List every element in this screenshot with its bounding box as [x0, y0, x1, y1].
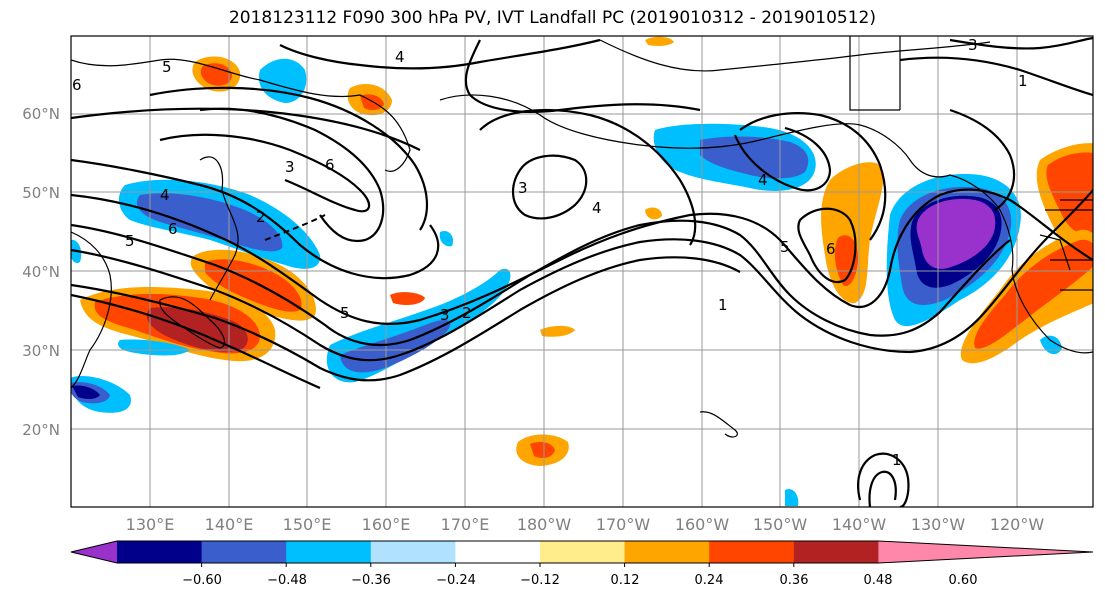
shade-region: [974, 239, 1093, 349]
contour-label: 6: [168, 220, 178, 238]
shade-region: [390, 292, 425, 306]
shade-region: [439, 230, 454, 247]
contour-label: 5: [125, 232, 135, 250]
colorbar-outline: [70, 540, 1094, 564]
colorbar-tick-label: −0.36: [351, 573, 391, 588]
contour-label: 3: [968, 36, 978, 54]
contour-label: 6: [72, 76, 82, 94]
contour-label: 4: [592, 199, 602, 217]
shade-region: [700, 136, 809, 179]
shade-region: [146, 307, 248, 352]
lat-label: 50°N: [22, 184, 60, 202]
shade-region: [118, 339, 190, 356]
colorbar-tick-label: 0.12: [611, 573, 640, 588]
lon-label: 170°W: [596, 515, 651, 534]
contour-label: 1: [718, 296, 728, 314]
contour-label: 3: [285, 158, 295, 176]
shade-region: [916, 198, 996, 269]
colorbar-extend-high: [878, 541, 1093, 563]
shade-region: [72, 385, 100, 400]
colorbar-tick-label: −0.12: [520, 573, 560, 588]
colorbar-ticks: −0.60 −0.48 −0.36 −0.24 −0.12 0.12 0.24 …: [182, 573, 977, 588]
lon-label: 160°W: [675, 515, 730, 534]
shade-region: [645, 207, 662, 220]
contour-label: 6: [826, 240, 836, 258]
contour-label: 6: [325, 156, 335, 174]
colorbar-tick-label: 0.24: [695, 573, 724, 588]
contour-label: 2: [462, 304, 472, 322]
map-frame: [70, 35, 1094, 508]
contour-label: 5: [340, 304, 350, 322]
contour-label: 2: [256, 208, 266, 226]
lon-label: 180°W: [517, 515, 572, 534]
shade-region: [1040, 335, 1062, 355]
shade-region: [645, 36, 674, 46]
pv-contours: [71, 36, 1093, 507]
shade-region: [136, 193, 283, 252]
lon-label: 130°E: [126, 515, 175, 534]
longitude-labels: 130°E 140°E 150°E 160°E 170°E 180°W 170°…: [126, 515, 1045, 534]
colorbar-tick-label: 0.36: [780, 573, 809, 588]
lon-label: 120°W: [990, 515, 1045, 534]
colorbar-segment: [540, 541, 626, 563]
contour-label: 1: [892, 451, 902, 469]
lon-label: 140°W: [832, 515, 887, 534]
colorbar-segment: [370, 541, 456, 563]
lat-label: 60°N: [22, 105, 60, 123]
colorbar-segment: [455, 541, 541, 563]
colorbar-segment: [709, 541, 795, 563]
contour-label: 3: [440, 306, 450, 324]
colorbar: [70, 540, 1094, 567]
colorbar-segment: [793, 541, 879, 563]
colorbar-extend-low: [71, 541, 117, 563]
map-title: 2018123112 F090 300 hPa PV, IVT Landfall…: [228, 8, 876, 28]
dashed-contour: [264, 214, 326, 241]
contour-label: 3: [518, 179, 528, 197]
lon-label: 130°W: [911, 515, 966, 534]
colorbar-segment: [286, 541, 372, 563]
shade-region: [530, 442, 555, 458]
contour-label: 1: [1018, 72, 1028, 90]
lat-label: 40°N: [22, 263, 60, 281]
contour-label: 5: [162, 58, 172, 76]
lat-label: 30°N: [22, 342, 60, 360]
lon-label: 160°E: [362, 515, 411, 534]
lon-label: 150°W: [753, 515, 808, 534]
latitude-labels: 60°N 50°N 40°N 30°N 20°N: [22, 105, 60, 439]
shade-region: [540, 325, 575, 337]
coastlines: [71, 36, 1093, 438]
contour-label: 5: [780, 238, 790, 256]
colorbar-segment: [201, 541, 287, 563]
colorbar-tick-label: 0.60: [949, 573, 978, 588]
colorbar-segment: [117, 541, 203, 563]
colorbar-tick-label: −0.60: [182, 573, 222, 588]
lon-label: 170°E: [441, 515, 490, 534]
contour-label: 4: [758, 171, 768, 189]
contour-label: 4: [395, 48, 405, 66]
contour-label-group: 1 1 2 3 3 3 4 4 4 4 5 5 5 5 6 6 6 6 3 2 …: [72, 36, 1028, 469]
colorbar-tick-label: −0.48: [267, 573, 307, 588]
colorbar-tick-label: 0.48: [864, 573, 893, 588]
shade-region: [200, 63, 232, 86]
lat-label: 20°N: [22, 421, 60, 439]
shade-region: [785, 488, 799, 506]
shade-region: [258, 58, 307, 103]
shade-region: [1046, 152, 1093, 235]
map-plot-area: 1 1 2 3 3 3 4 4 4 4 5 5 5 5 6 6 6 6 3 2 …: [71, 36, 1093, 507]
colorbar-segment: [624, 541, 710, 563]
shade-region: [834, 235, 858, 286]
lon-label: 150°E: [283, 515, 332, 534]
colorbar-tick-label: −0.24: [436, 573, 476, 588]
contour-label: 4: [160, 186, 170, 204]
lon-label: 140°E: [205, 515, 254, 534]
